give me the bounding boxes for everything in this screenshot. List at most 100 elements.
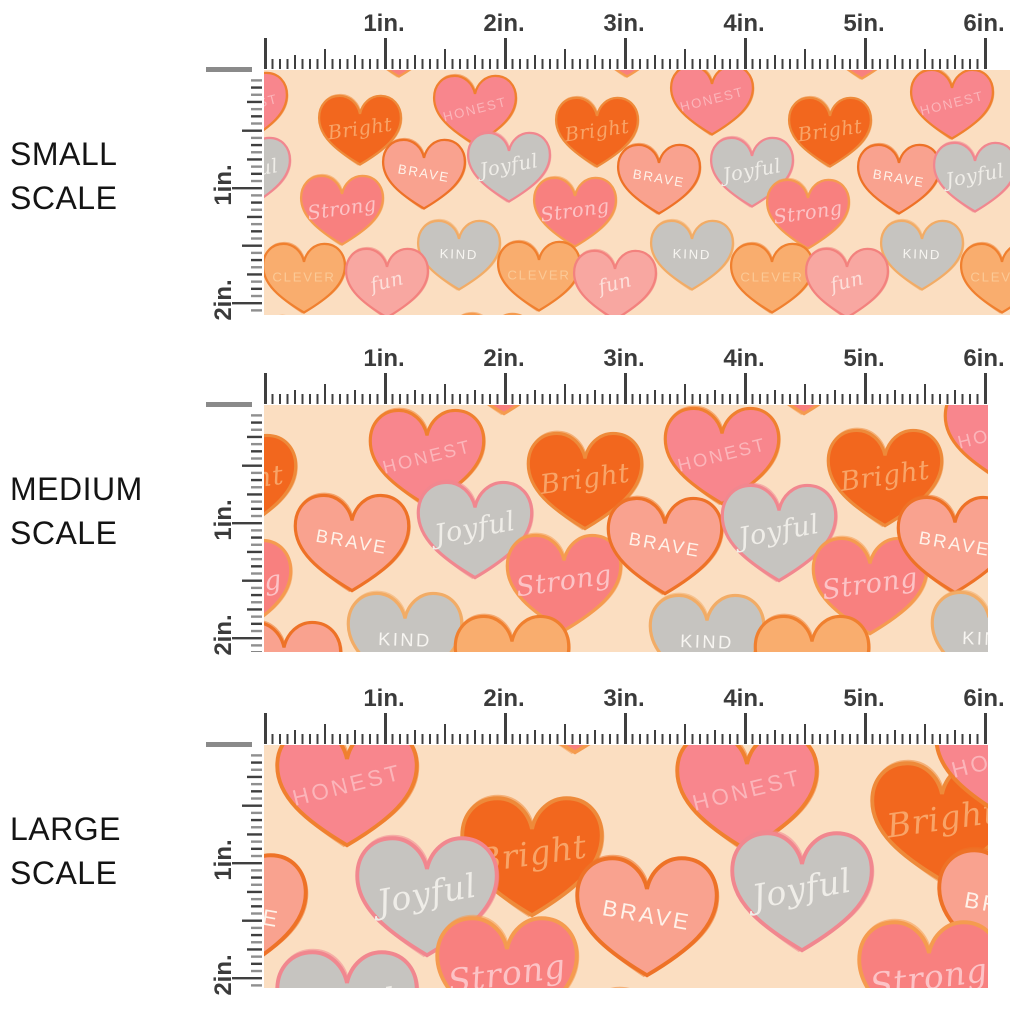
heart-sketch-outline [585,70,670,78]
tick [286,59,289,69]
heart-word: HONEST [380,435,473,477]
tick [631,734,634,744]
tick [639,59,641,69]
tick [247,493,262,496]
tick [251,457,262,460]
heart-shape [663,406,781,506]
heart-shape [453,614,571,652]
candy-heart-strong: Strong [450,311,535,315]
tick [251,897,262,901]
heart-shape [559,745,591,755]
tick [519,734,521,744]
heart-sketch-outline [731,829,875,953]
tick [436,394,439,404]
ruler-inch-label: 5in. [843,685,885,712]
tick [346,59,349,69]
tick [251,93,262,96]
fabric-background [264,745,988,988]
heart-sketch-outline [573,248,658,315]
tick [251,287,262,291]
tick [251,754,262,757]
tick [729,59,731,69]
tick [251,222,262,226]
tick [969,734,971,744]
candy-heart-honest: HONEST [669,70,755,136]
tick [811,59,814,69]
heart-word: fun [594,268,634,299]
tick [766,59,769,69]
tick [391,59,394,69]
tick [251,266,262,269]
tick [251,536,262,539]
tick [489,734,491,744]
ruler-inch-label: 3in. [603,10,645,37]
tick [251,507,262,511]
heart-shape [264,620,343,652]
heart-sketch-outline [417,218,502,291]
tick [251,115,262,118]
tick [294,55,296,69]
heart-sketch-outline [433,73,518,146]
tick [251,172,262,176]
tick [541,394,544,404]
tick [466,59,469,69]
heart-sketch-outline [858,918,988,988]
tick [451,59,454,69]
heart-shape [870,761,988,883]
tick [871,734,874,744]
ruler-inch-label-vertical: 1in. [210,839,237,881]
tick [251,818,262,822]
candy-heart-bright: Bright [317,93,403,166]
tick [804,49,806,69]
tick [251,414,262,417]
tick [901,59,904,69]
tick [744,373,747,404]
tick [496,394,499,404]
candy-heart-strong: Strong [446,405,563,416]
heart-shape [293,493,411,593]
heart-sketch-outline [910,70,995,140]
tick [624,373,627,404]
heart-shape [614,70,640,78]
scale-label-line: LARGE [10,811,121,847]
tick [714,390,716,404]
heart-word: Bright [473,826,589,880]
candy-heart-clever: CLEVER [453,613,571,652]
heart-word: Strong [772,196,844,228]
tick [969,394,971,404]
tick [706,734,709,744]
candy-heart-kind: KIND [346,590,464,652]
tick [251,912,262,915]
tick [251,622,262,626]
tick [251,905,262,908]
tick [251,294,262,298]
scale-label-line: SCALE [10,855,118,891]
tick [639,734,641,744]
tick [324,724,326,744]
candy-heart-strong: Strong [435,914,580,988]
tick [369,734,371,744]
candy-heart-honest: HONEST [934,745,988,820]
heart-shape [856,143,942,215]
candy-heart-honest: HONEST [675,745,820,853]
ruler-corner-mark [206,742,252,747]
tick [242,804,262,807]
tick [909,59,911,69]
tick [924,724,926,744]
tick [804,384,806,404]
heart-word: HONEST [290,760,404,811]
tick [586,394,589,404]
heart-word: BRAVE [601,895,694,935]
tick [251,143,262,147]
heart-shape [299,174,385,246]
tick [939,734,941,744]
scale-label-medium: MEDIUM SCALE [10,467,143,555]
tick [766,734,769,744]
tick [796,59,799,69]
heart-word: HONEST [675,433,768,475]
tick [766,394,769,404]
tick [826,734,829,744]
heart-shape [804,247,890,315]
ruler-inch-label: 6in. [963,345,1005,372]
tick [251,421,262,424]
